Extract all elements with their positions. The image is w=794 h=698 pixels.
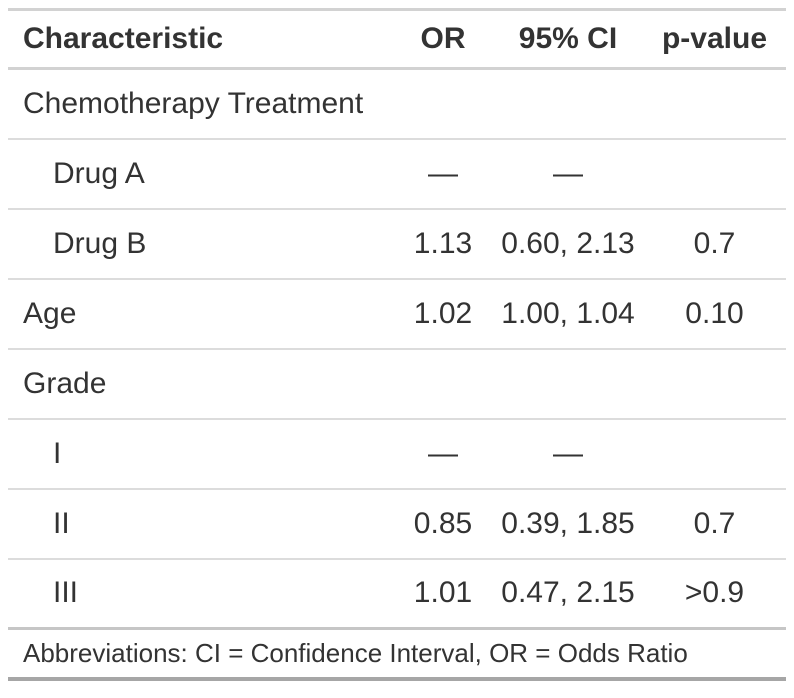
or-cell: 1.13 — [393, 207, 493, 279]
or-cell: 0.85 — [393, 487, 493, 559]
ci-cell: 0.60, 2.13 — [493, 207, 643, 279]
characteristic-cell: III — [8, 557, 393, 630]
p-value-cell — [643, 417, 786, 489]
table-row: I — — — [8, 417, 786, 489]
p-value-cell — [643, 137, 786, 209]
table-row: III 1.01 0.47, 2.15 >0.9 — [8, 557, 786, 630]
or-cell: — — [393, 137, 493, 209]
table-row: Drug A — — — [8, 137, 786, 209]
ci-cell — [493, 69, 643, 139]
ci-cell — [493, 347, 643, 419]
table-header: Characteristic OR 95% CI p-value — [8, 9, 786, 70]
column-header-ci: 95% CI — [493, 9, 643, 70]
characteristic-cell: II — [8, 487, 393, 559]
column-header-label: Characteristic — [8, 9, 393, 70]
ci-cell: — — [493, 137, 643, 209]
table-row: II 0.85 0.39, 1.85 0.7 — [8, 487, 786, 559]
p-value-cell — [643, 347, 786, 419]
p-value-cell: 0.7 — [643, 487, 786, 559]
or-cell — [393, 69, 493, 139]
ci-cell: 0.39, 1.85 — [493, 487, 643, 559]
p-value-cell — [643, 69, 786, 139]
characteristic-cell: Drug A — [8, 137, 393, 209]
characteristic-cell: I — [8, 417, 393, 489]
characteristic-cell: Grade — [8, 347, 393, 419]
or-cell: — — [393, 417, 493, 489]
table-row: Grade — [8, 347, 786, 419]
table-body: Chemotherapy Treatment Drug A — — Drug B 1.13… — [8, 69, 786, 630]
characteristic-cell: Age — [8, 277, 393, 349]
table-row: Chemotherapy Treatment — [8, 69, 786, 139]
ci-cell: 0.47, 2.15 — [493, 557, 643, 630]
p-value-cell: 0.10 — [643, 277, 786, 349]
ci-cell: 1.00, 1.04 — [493, 277, 643, 349]
p-value-cell: >0.9 — [643, 557, 786, 630]
footer-row: Abbreviations: CI = Confidence Interval,… — [8, 628, 786, 681]
or-cell — [393, 347, 493, 419]
header-row: Characteristic OR 95% CI p-value — [8, 9, 786, 70]
table-row: Age 1.02 1.00, 1.04 0.10 — [8, 277, 786, 349]
or-cell: 1.02 — [393, 277, 493, 349]
regression-summary-table: Characteristic OR 95% CI p-value Chemothera… — [8, 8, 786, 681]
column-header-p: p-value — [643, 9, 786, 70]
abbreviations-footnote: Abbreviations: CI = Confidence Interval,… — [8, 628, 786, 681]
table-footer: Abbreviations: CI = Confidence Interval,… — [8, 628, 786, 681]
characteristic-cell: Drug B — [8, 207, 393, 279]
table-row: Drug B 1.13 0.60, 2.13 0.7 — [8, 207, 786, 279]
characteristic-cell: Chemotherapy Treatment — [23, 86, 364, 120]
ci-cell: — — [493, 417, 643, 489]
or-cell: 1.01 — [393, 557, 493, 630]
column-header-or: OR — [393, 9, 493, 70]
p-value-cell: 0.7 — [643, 207, 786, 279]
